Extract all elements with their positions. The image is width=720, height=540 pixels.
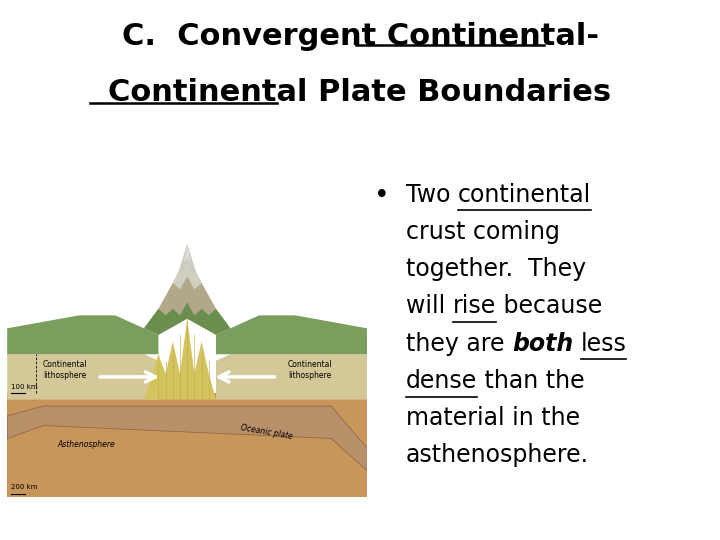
Text: 200 km: 200 km bbox=[11, 484, 37, 490]
Text: together.  They: together. They bbox=[406, 257, 586, 281]
Text: Continental
lithosphere: Continental lithosphere bbox=[287, 360, 332, 381]
Text: C.  Convergent Continental-: C. Convergent Continental- bbox=[122, 22, 598, 51]
Polygon shape bbox=[144, 302, 230, 335]
Point bbox=[86, 99, 94, 106]
Polygon shape bbox=[7, 315, 158, 354]
Text: because: because bbox=[496, 294, 602, 318]
Text: they are: they are bbox=[406, 332, 512, 355]
Text: dense: dense bbox=[406, 369, 477, 393]
Polygon shape bbox=[144, 319, 216, 400]
Text: 100 km: 100 km bbox=[11, 384, 37, 390]
Polygon shape bbox=[144, 244, 230, 335]
Polygon shape bbox=[7, 393, 367, 497]
Text: Continental
lithosphere: Continental lithosphere bbox=[42, 360, 87, 381]
Text: •: • bbox=[374, 183, 390, 208]
Text: less: less bbox=[580, 332, 626, 355]
Text: Asthenosphere: Asthenosphere bbox=[58, 441, 115, 449]
Text: Oceanic plate: Oceanic plate bbox=[240, 423, 293, 441]
Text: rise: rise bbox=[453, 294, 496, 318]
Polygon shape bbox=[216, 354, 367, 400]
Polygon shape bbox=[216, 315, 367, 354]
Polygon shape bbox=[176, 244, 198, 276]
Text: both: both bbox=[512, 332, 573, 355]
Point bbox=[539, 42, 548, 48]
Point bbox=[352, 42, 361, 48]
Text: continental: continental bbox=[458, 183, 591, 206]
Text: Two: Two bbox=[406, 183, 458, 206]
Text: asthenosphere.: asthenosphere. bbox=[406, 443, 589, 467]
Text: Continental Plate Boundaries: Continental Plate Boundaries bbox=[109, 78, 611, 107]
Polygon shape bbox=[7, 406, 367, 471]
Text: material in the: material in the bbox=[406, 406, 580, 430]
Text: crust coming: crust coming bbox=[406, 220, 559, 244]
Point bbox=[273, 99, 282, 106]
Text: than the: than the bbox=[477, 369, 585, 393]
Polygon shape bbox=[173, 244, 202, 289]
Polygon shape bbox=[184, 244, 191, 264]
Polygon shape bbox=[7, 354, 158, 400]
Text: will: will bbox=[406, 294, 453, 318]
